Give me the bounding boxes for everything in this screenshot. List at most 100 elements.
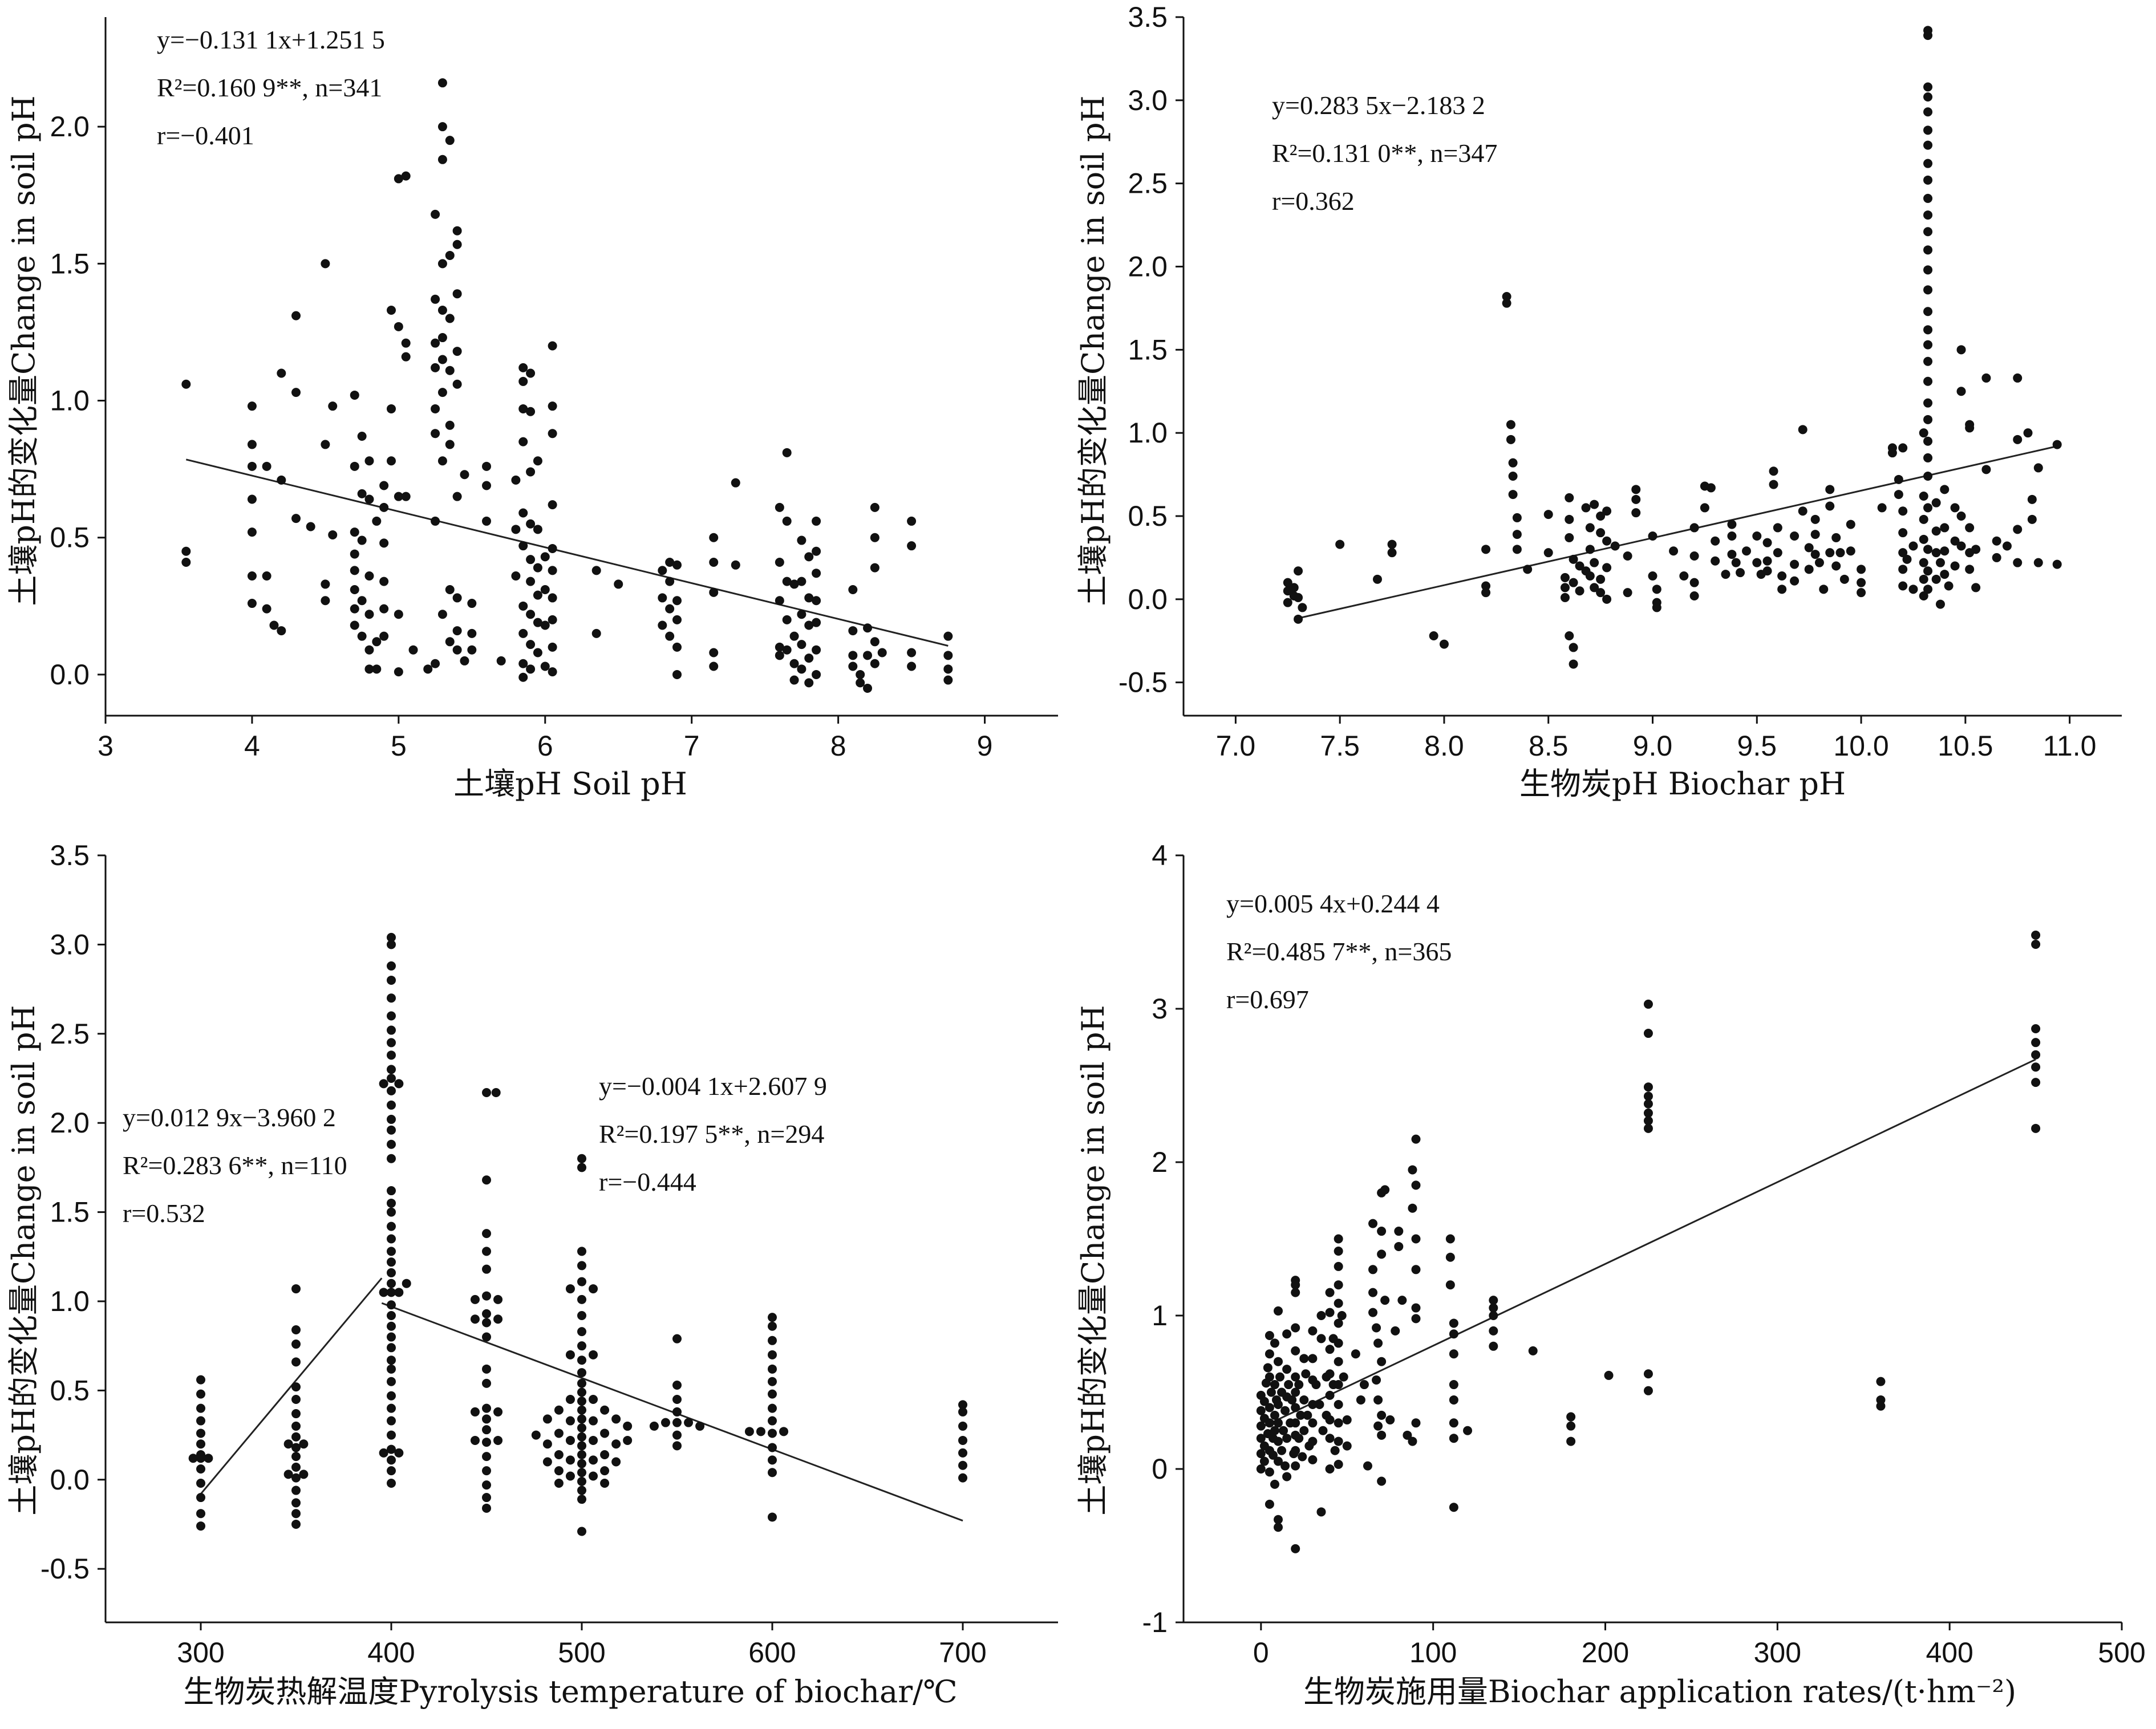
x-tick-label: 8.0	[1424, 730, 1464, 762]
data-point	[1857, 578, 1866, 587]
y-tick-label: 3	[1152, 993, 1168, 1025]
data-point	[1342, 1441, 1352, 1451]
data-point	[548, 642, 557, 652]
x-tick-label: 200	[1582, 1637, 1629, 1669]
data-point	[1463, 1426, 1473, 1435]
data-point	[1919, 534, 1928, 544]
data-point	[1643, 1116, 1653, 1126]
data-point	[1508, 458, 1518, 468]
data-point	[387, 1207, 396, 1217]
data-point	[350, 604, 359, 614]
data-point	[1992, 553, 2001, 562]
data-point	[1380, 1296, 1390, 1305]
data-point	[1565, 514, 1574, 524]
data-point	[1560, 583, 1570, 592]
data-point	[1265, 1372, 1274, 1382]
data-point	[540, 585, 550, 595]
data-point	[1481, 545, 1491, 554]
data-point	[1373, 1421, 1383, 1431]
data-point	[1902, 554, 1912, 564]
data-point	[357, 489, 367, 498]
data-point	[672, 1334, 682, 1344]
data-point	[1742, 546, 1751, 556]
data-point	[291, 1462, 301, 1472]
data-point	[1265, 1418, 1274, 1428]
data-point	[291, 514, 301, 523]
data-point	[431, 404, 440, 413]
data-point	[1543, 510, 1553, 519]
data-point	[291, 1498, 301, 1508]
data-point	[797, 664, 807, 674]
data-point	[364, 571, 374, 581]
data-point	[1334, 1459, 1343, 1469]
data-point	[1596, 512, 1606, 521]
data-point	[526, 467, 536, 477]
data-point	[247, 461, 257, 471]
data-point	[379, 1079, 388, 1089]
data-point	[196, 1493, 205, 1503]
data-point	[1256, 1406, 1266, 1415]
data-point	[482, 1503, 491, 1513]
data-point	[782, 615, 792, 624]
data-point	[1923, 227, 1933, 237]
data-point	[387, 1186, 396, 1196]
equation-annotation: R²=0.131 0**, n=347	[1272, 139, 1497, 168]
x-tick-label: 5	[391, 730, 407, 762]
data-point	[299, 1439, 309, 1449]
data-point	[731, 478, 740, 488]
data-point	[856, 678, 865, 688]
data-point	[1898, 548, 1908, 558]
data-point	[782, 577, 792, 586]
data-point	[291, 1421, 301, 1431]
data-point	[437, 355, 447, 364]
data-point	[1790, 559, 1800, 569]
data-point	[1445, 1280, 1455, 1290]
data-point	[379, 604, 389, 614]
data-point	[196, 1464, 205, 1474]
data-point	[768, 1403, 777, 1413]
data-point	[1265, 1499, 1274, 1509]
data-point	[387, 1377, 396, 1386]
data-point	[709, 557, 719, 567]
data-point	[452, 226, 462, 236]
data-point	[401, 171, 411, 181]
data-point	[1894, 474, 1903, 484]
data-point	[1325, 1390, 1335, 1400]
data-point	[1291, 1280, 1300, 1290]
data-point	[1403, 1430, 1412, 1440]
data-point	[526, 519, 536, 529]
data-point	[401, 338, 411, 348]
data-point	[364, 456, 374, 466]
data-point	[437, 155, 447, 164]
data-point	[1291, 1403, 1300, 1413]
data-point	[1508, 490, 1518, 500]
data-point	[1752, 531, 1762, 541]
data-point	[387, 1198, 396, 1208]
y-tick-label: 3.0	[50, 928, 90, 960]
data-point	[1270, 1479, 1279, 1489]
data-point	[1429, 631, 1438, 640]
data-point	[1294, 1380, 1304, 1390]
data-point	[196, 1509, 205, 1519]
data-point	[1569, 659, 1578, 669]
data-point	[1762, 538, 1772, 547]
data-point	[848, 651, 858, 660]
data-point	[1643, 1386, 1653, 1395]
data-point	[1334, 1234, 1343, 1244]
data-point	[812, 618, 821, 627]
data-point	[387, 1114, 396, 1124]
data-point	[958, 1421, 967, 1431]
x-tick-label: 400	[1926, 1637, 1973, 1669]
y-tick-label: 2.0	[50, 1107, 90, 1139]
data-point	[577, 1277, 586, 1286]
data-point	[1274, 1515, 1283, 1524]
data-point	[797, 610, 807, 619]
data-point	[589, 1416, 598, 1426]
data-point	[1923, 340, 1933, 350]
data-point	[1294, 566, 1303, 576]
data-point	[565, 1416, 575, 1426]
data-point	[1935, 558, 1945, 567]
data-point	[1311, 1380, 1321, 1390]
data-point	[1489, 1311, 1498, 1320]
data-point	[958, 1448, 967, 1458]
